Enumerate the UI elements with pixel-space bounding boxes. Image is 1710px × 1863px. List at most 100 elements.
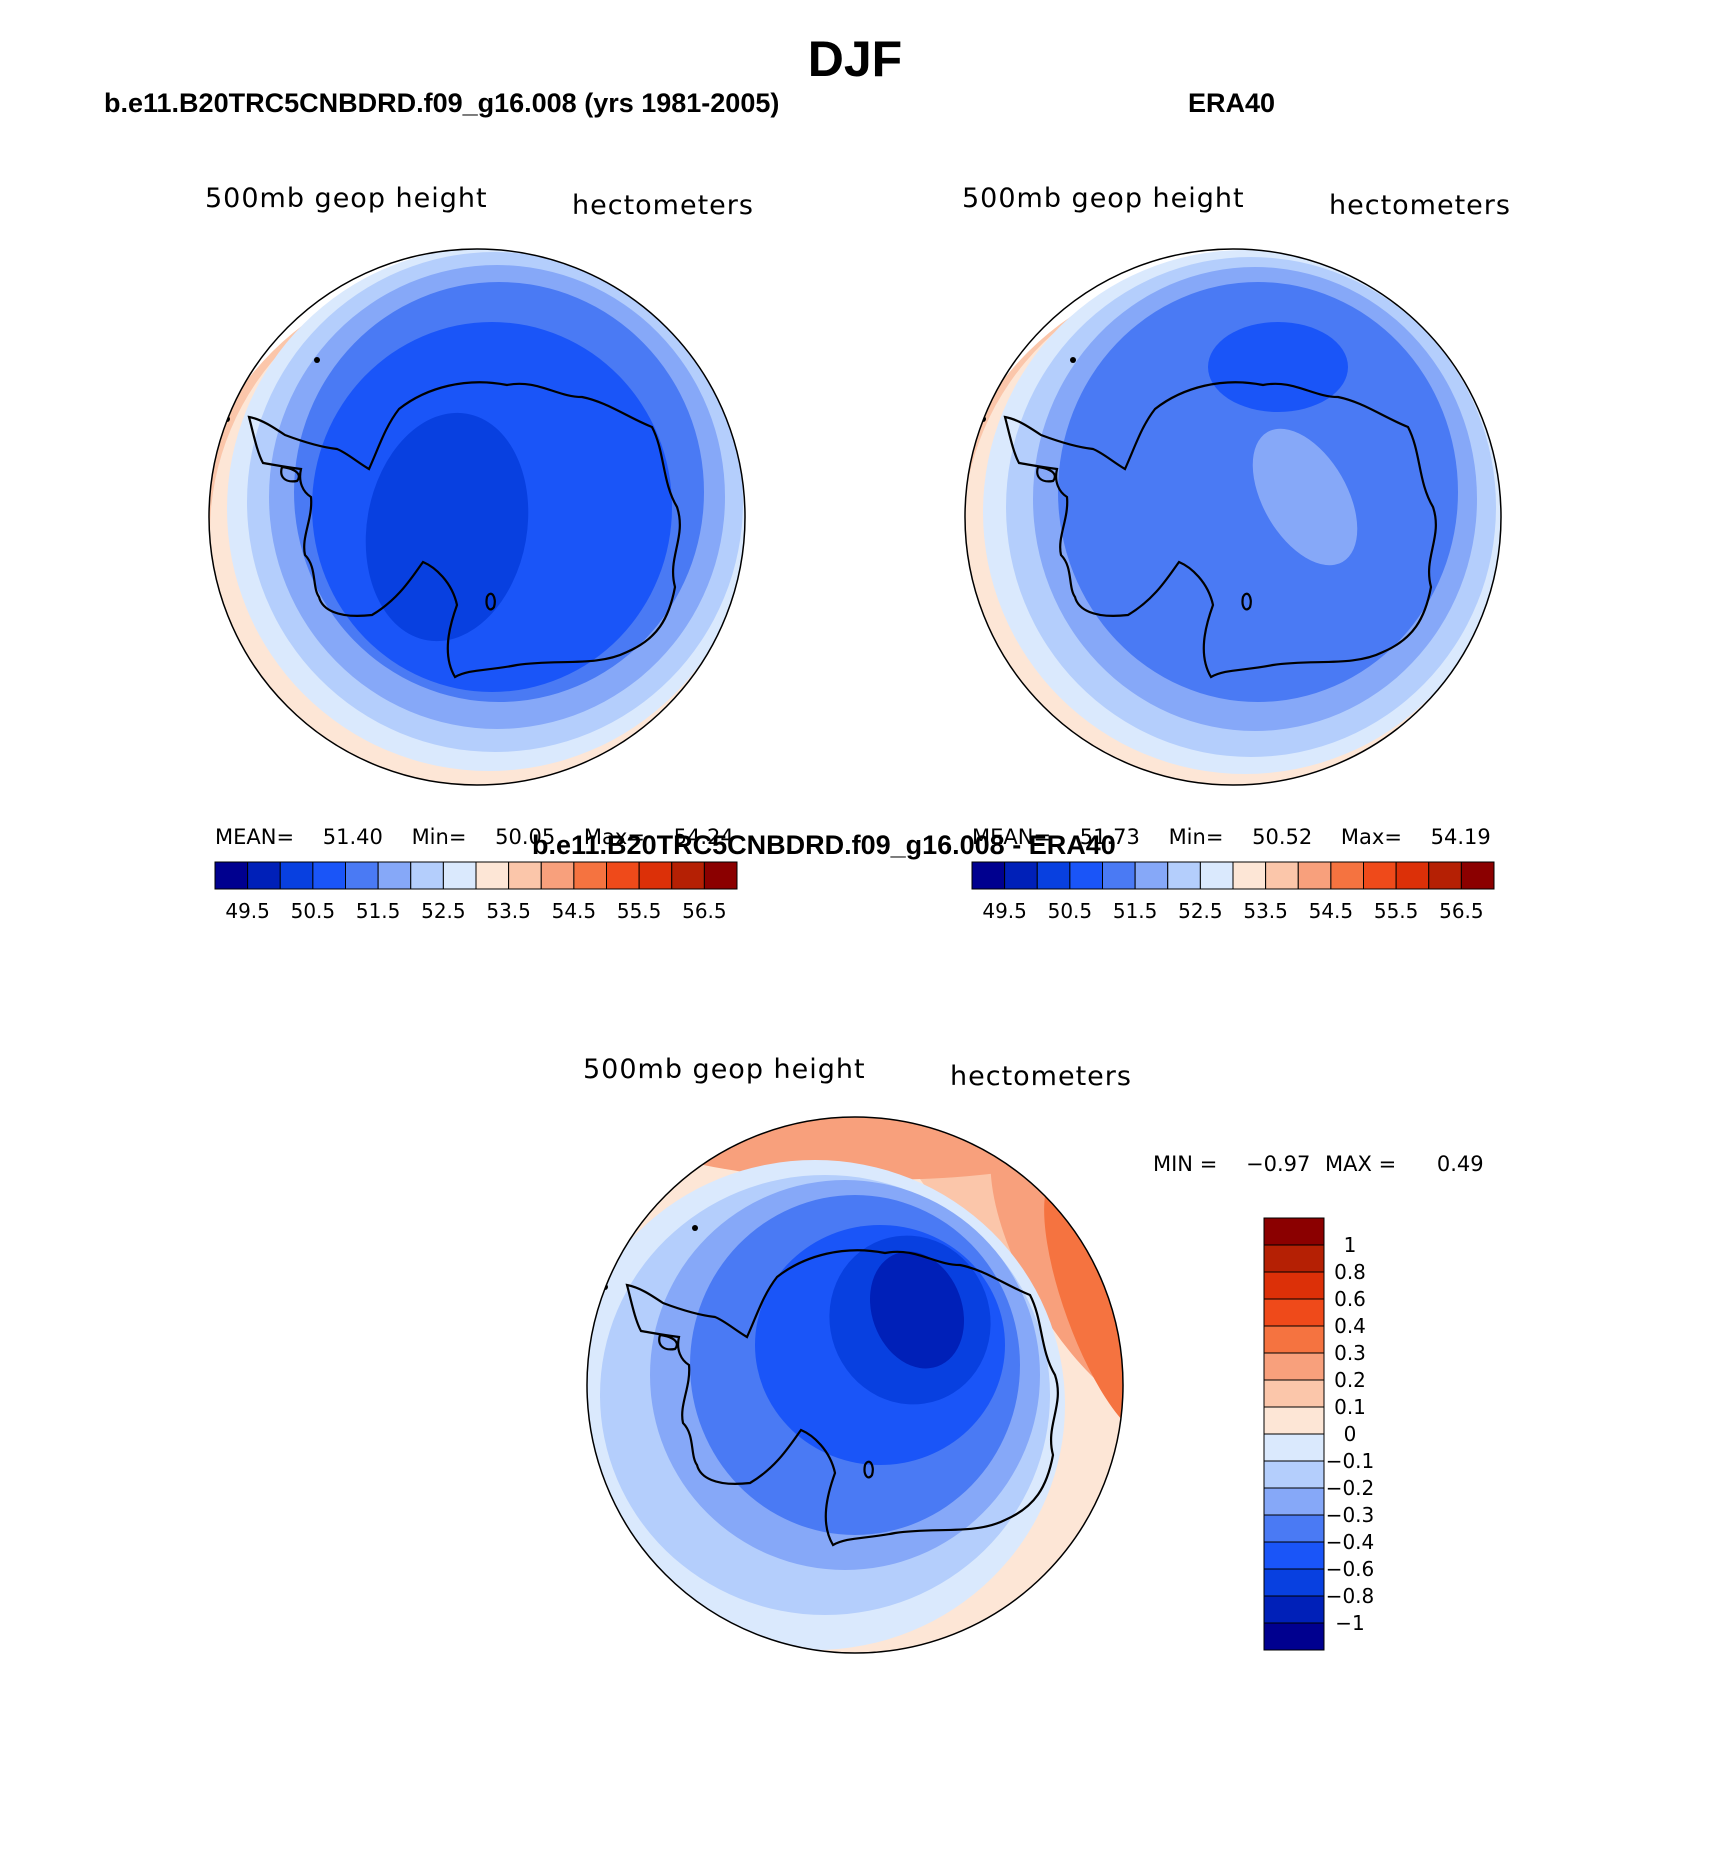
map-border [964,248,1502,786]
colorbar-swatch [1199,861,1234,890]
colorbar-tick-label: 54.5 [552,899,597,923]
colorbar-swatch [573,861,607,890]
colorbar-tick-label: 0 [1344,1422,1357,1446]
colorbar-tick-label: −0.4 [1326,1530,1375,1554]
colorbar-swatch [1460,861,1495,890]
colorbar-tick-label: 0.6 [1334,1287,1366,1311]
map-era40 [965,250,1501,785]
colorbar-swatch [1263,1379,1325,1408]
colorbar-tick-label: −0.2 [1326,1476,1375,1500]
colorbar-tick-label: 56.5 [1439,899,1484,923]
colorbar-swatch [1263,1244,1325,1273]
colorbar-swatch [410,861,444,890]
colorbar-swatch [1263,1568,1325,1597]
min-label: MIN = [1153,1152,1218,1176]
stats-difference: MIN = −0.97 MAX = 0.49 [1153,1152,1484,1176]
colorbar-tick-label: 50.5 [291,899,336,923]
field-label-difference: 500mb geop height [583,1054,866,1085]
colorbar-tick-label: 55.5 [1374,899,1419,923]
colorbar-swatch [1265,861,1299,890]
colorbar-tick-label: 51.5 [356,899,401,923]
stats-era40: MEAN= 51.73 Min= 50.52 Max= 54.19 [972,825,1491,849]
colorbar-swatch [1263,1217,1325,1246]
colorbar-swatch [1134,861,1169,890]
min-label: Min= [1168,825,1224,849]
contour-band [1208,322,1348,412]
min-value: 50.52 [1252,825,1313,849]
colorbar-tick-label: 54.5 [1309,899,1354,923]
map-border [586,1116,1124,1654]
max-label: Max= [1340,825,1402,849]
island-marker [692,1225,698,1231]
colorbar-swatch [1004,861,1038,890]
colorbar-swatch [312,861,346,890]
stats-model: MEAN= 51.40 Min= 50.05 Max= 54.24 [215,825,734,849]
min-label: Min= [411,825,467,849]
colorbar-swatch [540,861,575,890]
colorbar-swatch [1428,861,1462,890]
colorbar-tick-label: 53.5 [1243,899,1288,923]
contour-band [1044,1172,1123,1438]
colorbar-swatch [508,861,542,890]
map-border [208,248,746,786]
panel-title-model: b.e11.B20TRC5CNBDRD.f09_g16.008 (yrs 198… [104,88,780,118]
figure-title: DJF [807,31,903,87]
colorbar-swatch [1263,1514,1325,1543]
colorbar-swatch [1263,1271,1325,1300]
colorbar-swatch [1363,861,1397,890]
colorbar-swatch [606,861,640,890]
max-label: MAX = [1325,1152,1397,1176]
contour-band [635,1117,1115,1180]
colorbar-swatch [279,861,314,890]
colorbar-swatch [1395,861,1430,890]
colorbar-tick-label: 51.5 [1113,899,1158,923]
mean-value: 51.40 [322,825,383,849]
colorbar-tick-label: 0.1 [1334,1395,1366,1419]
colorbar-swatch [1167,861,1201,890]
colorbar-tick-label: 50.5 [1048,899,1093,923]
colorbar-tick-label: 0.8 [1334,1260,1366,1284]
island-marker [314,357,320,363]
colorbar-tick-label: −0.8 [1326,1584,1375,1608]
colorbar-tick-label: 52.5 [421,899,466,923]
units-label-difference: hectometers [950,1061,1132,1092]
colorbar-swatch [377,861,412,890]
max-value: 54.24 [673,825,734,849]
colorbar-swatch [1036,861,1071,890]
colorbar-swatch [1263,1595,1325,1624]
colorbar-swatch [1263,1352,1325,1381]
colorbar-swatch [1263,1298,1325,1327]
colorbar-tick-label: −1 [1335,1611,1364,1635]
colorbar-swatch [1263,1541,1325,1570]
mean-value: 51.73 [1079,825,1140,849]
panel-title-era40: ERA40 [1188,88,1276,118]
colorbar-swatch [1263,1406,1325,1435]
min-value: 50.05 [495,825,556,849]
colorbar-swatch [1263,1460,1325,1489]
colorbar-swatch [1330,861,1364,890]
colorbar-swatch [1102,861,1136,890]
contour-band [1252,428,1358,566]
colorbar-tick-label: 0.4 [1334,1314,1366,1338]
colorbar-swatch [1263,1325,1325,1354]
map-model [209,249,745,785]
min-value: −0.97 [1245,1152,1311,1176]
colorbar-swatch [1232,861,1267,890]
colorbar-swatch [442,861,477,890]
colorbar-tick-label: −0.3 [1326,1503,1375,1527]
units-label-era40: hectometers [1329,190,1511,221]
map-difference [587,1117,1123,1653]
colorbar-tick-label: 49.5 [982,899,1027,923]
colorbar-tick-label: 55.5 [617,899,662,923]
colorbar-swatch [475,861,510,890]
field-label-model: 500mb geop height [205,183,488,214]
colorbar-tick-label: −0.1 [1326,1449,1375,1473]
contour-band [869,1251,965,1369]
colorbar-tick-label: −0.6 [1326,1557,1375,1581]
mean-label: MEAN= [215,825,295,849]
colorbar-swatch [1263,1433,1325,1462]
island-marker [1070,357,1076,363]
panel-title-difference: b.e11.B20TRC5CNBDRD.f09_g16.008 - ERA40 [532,830,1116,860]
colorbar-tick-label: 49.5 [225,899,270,923]
